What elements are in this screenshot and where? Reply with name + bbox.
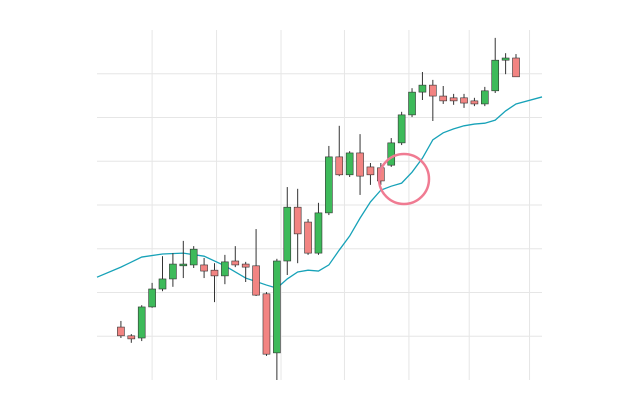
candle-body [262, 293, 271, 355]
candle-body [179, 263, 188, 267]
candle-body [293, 206, 302, 235]
candle-body [169, 263, 177, 280]
candle-body [501, 57, 510, 61]
candle-body [397, 114, 406, 144]
candle-body [491, 59, 500, 92]
candle-body [127, 335, 136, 340]
candle-body [210, 269, 219, 277]
candle-body [314, 212, 323, 254]
candle-body [470, 100, 479, 105]
candle-body [345, 152, 354, 176]
candle-body [418, 84, 427, 93]
candle-body [481, 90, 489, 105]
candle-body [231, 260, 240, 266]
candle-body [252, 265, 260, 296]
candle-body [273, 260, 281, 354]
candle-body [158, 278, 167, 290]
candle-body [148, 288, 156, 308]
candle-body [408, 91, 416, 116]
candle-body [356, 152, 364, 177]
candle-body [387, 142, 396, 166]
candle-body [512, 57, 520, 78]
candle-body [221, 261, 229, 277]
candle-body [325, 156, 333, 214]
candle-body [304, 221, 312, 254]
candle-body [117, 326, 125, 337]
candle-body [200, 264, 208, 272]
candle-body [439, 95, 448, 102]
candle-body [241, 263, 250, 268]
candle-body [366, 166, 375, 176]
candle-body [189, 248, 198, 266]
candle-body [137, 306, 146, 339]
candle-body [460, 97, 468, 104]
candle-body [283, 206, 292, 262]
candle-body [335, 156, 344, 176]
moving-average-line [96, 96, 543, 289]
candle-body [429, 84, 437, 97]
candle-body [449, 97, 458, 102]
plot [96, 30, 543, 380]
highlight-circle [377, 152, 431, 206]
